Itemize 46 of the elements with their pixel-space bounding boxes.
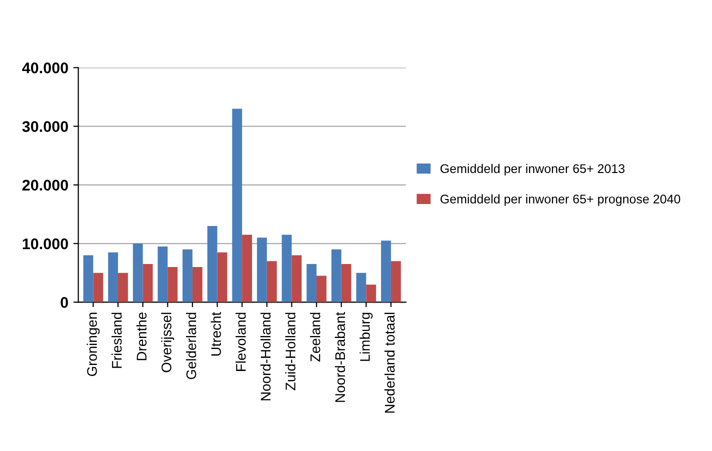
x-tick-label: Gelderland (186, 312, 196, 380)
bar (256, 238, 267, 302)
bar (331, 249, 342, 302)
bar (207, 226, 218, 302)
bar (282, 234, 292, 302)
x-tick-label: Nederland totaal (384, 312, 395, 413)
x-tick-label: Groningen (86, 312, 100, 376)
bar (217, 252, 228, 302)
x-tick-label: Noord-Brabant (334, 312, 346, 402)
bar (381, 240, 391, 302)
x-tick-label: Utrecht (210, 312, 221, 356)
bar (93, 272, 104, 302)
bar (390, 261, 401, 302)
x-tick-label: Zuid-Holland (285, 312, 296, 390)
bar (168, 266, 178, 302)
bar (242, 234, 252, 302)
x-tick-label: Noord-Holland (260, 312, 271, 400)
legend-label: Gemiddeld per inwoner 65+ 2013 (440, 164, 625, 176)
x-tick-label: Limburg (360, 312, 373, 361)
x-tick-label: Flevoland (236, 312, 246, 371)
bar (306, 264, 317, 302)
bar (292, 255, 302, 302)
bar (192, 266, 202, 302)
x-tick-label: Friesland (112, 312, 122, 368)
bar (182, 249, 192, 302)
x-tick-label: Zeeland (310, 312, 320, 362)
bar (142, 264, 153, 302)
bar (108, 252, 118, 302)
legend-label: Gemiddeld per inwoner 65+ prognose 2040 (440, 194, 680, 206)
bar (83, 255, 94, 302)
bar (341, 264, 352, 302)
y-tick-label: 40.000 (22, 62, 68, 74)
bar (132, 244, 143, 302)
bar (266, 261, 277, 302)
y-tick-label: 0 (60, 297, 68, 308)
y-tick-label: 30.000 (22, 121, 68, 132)
bar (366, 284, 376, 302)
bar (356, 272, 366, 302)
bar (118, 272, 128, 302)
x-tick-label: Drenthe (136, 312, 147, 360)
x-tick-label: Overijssel (161, 312, 174, 372)
bar (316, 276, 326, 302)
bar (158, 246, 168, 302)
y-tick-label: 20.000 (22, 180, 68, 191)
bar (232, 108, 242, 302)
y-tick-label: 10.000 (22, 238, 68, 250)
